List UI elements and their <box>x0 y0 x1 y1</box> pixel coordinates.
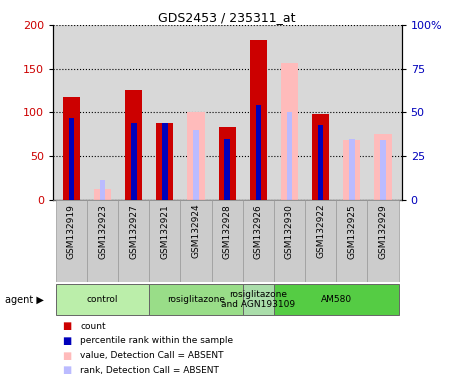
Text: rosiglitazone
and AGN193109: rosiglitazone and AGN193109 <box>221 290 296 309</box>
Text: ■: ■ <box>62 321 71 331</box>
Bar <box>157 123 174 200</box>
Text: ■: ■ <box>62 351 71 361</box>
Text: GSM132924: GSM132924 <box>191 204 201 258</box>
Text: AM580: AM580 <box>321 295 352 304</box>
Bar <box>63 98 80 200</box>
Text: GSM132919: GSM132919 <box>67 204 76 259</box>
Bar <box>349 139 355 200</box>
Text: control: control <box>87 295 118 304</box>
Text: ■: ■ <box>62 365 71 375</box>
Text: ■: ■ <box>62 336 71 346</box>
Text: GSM132922: GSM132922 <box>316 204 325 258</box>
Text: agent ▶: agent ▶ <box>5 295 44 305</box>
Bar <box>87 200 118 282</box>
Bar <box>69 118 74 200</box>
Bar <box>193 130 199 200</box>
Bar <box>367 200 398 282</box>
Text: GSM132927: GSM132927 <box>129 204 138 258</box>
Bar <box>149 284 243 315</box>
Bar <box>343 140 360 200</box>
Bar <box>274 284 398 315</box>
Bar <box>56 200 87 282</box>
Bar <box>94 189 111 200</box>
Bar <box>380 140 386 200</box>
Bar <box>305 200 336 282</box>
Text: GSM132929: GSM132929 <box>378 204 387 258</box>
Bar <box>212 200 243 282</box>
Text: count: count <box>80 322 106 331</box>
Bar <box>274 200 305 282</box>
Text: GSM132923: GSM132923 <box>98 204 107 258</box>
Title: GDS2453 / 235311_at: GDS2453 / 235311_at <box>158 11 296 24</box>
Bar <box>180 200 212 282</box>
Bar <box>256 105 261 200</box>
Text: GSM132928: GSM132928 <box>223 204 232 258</box>
Bar <box>131 123 137 200</box>
Bar <box>375 134 392 200</box>
Bar <box>336 200 367 282</box>
Bar <box>218 127 236 200</box>
Bar <box>56 284 149 315</box>
Bar <box>312 114 329 200</box>
Bar <box>243 284 274 315</box>
Bar <box>224 139 230 200</box>
Bar <box>243 200 274 282</box>
Text: GSM132926: GSM132926 <box>254 204 263 258</box>
Bar <box>118 200 149 282</box>
Bar <box>281 63 298 200</box>
Text: rank, Detection Call = ABSENT: rank, Detection Call = ABSENT <box>80 366 219 375</box>
Text: GSM132930: GSM132930 <box>285 204 294 259</box>
Bar <box>250 40 267 200</box>
Bar <box>187 112 205 200</box>
Text: rosiglitazone: rosiglitazone <box>167 295 225 304</box>
Bar <box>318 124 324 200</box>
Bar <box>125 89 142 200</box>
Bar <box>287 112 292 200</box>
Text: GSM132921: GSM132921 <box>160 204 169 258</box>
Bar <box>149 200 180 282</box>
Bar <box>100 180 106 200</box>
Text: percentile rank within the sample: percentile rank within the sample <box>80 336 234 346</box>
Bar <box>162 123 168 200</box>
Text: value, Detection Call = ABSENT: value, Detection Call = ABSENT <box>80 351 224 360</box>
Text: GSM132925: GSM132925 <box>347 204 356 258</box>
